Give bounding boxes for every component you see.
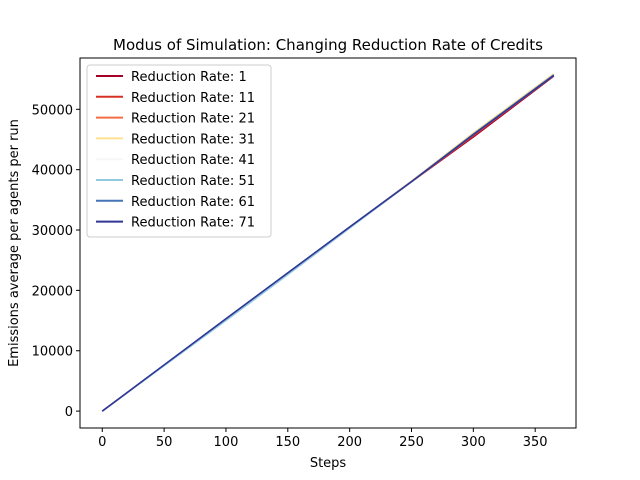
legend-label-5: Reduction Rate: 41 bbox=[131, 153, 255, 168]
series-lines bbox=[101, 73, 555, 412]
x-tick-label: 0 bbox=[98, 435, 106, 450]
y-axis-label: Emissions average per agents per run bbox=[7, 119, 22, 367]
y-tick-label: 0 bbox=[65, 405, 73, 420]
x-tick-label: 150 bbox=[275, 435, 300, 450]
x-tick-label: 50 bbox=[156, 435, 173, 450]
x-axis: 0 50 100 150 200 250 300 350 bbox=[98, 428, 548, 450]
legend-label-7: Reduction Rate: 61 bbox=[131, 195, 255, 210]
legend-label-2: Reduction Rate: 11 bbox=[131, 91, 255, 106]
legend-label-1: Reduction Rate: 1 bbox=[131, 70, 247, 85]
y-tick-label: 40000 bbox=[32, 164, 73, 179]
plot-frame bbox=[79, 57, 577, 429]
y-axis: 0 10000 20000 30000 40000 50000 bbox=[32, 103, 80, 420]
legend-label-6: Reduction Rate: 51 bbox=[131, 174, 255, 189]
y-tick-label: 30000 bbox=[32, 224, 73, 239]
legend-label-4: Reduction Rate: 31 bbox=[131, 132, 255, 147]
legend-box bbox=[86, 64, 272, 238]
y-tick-label: 10000 bbox=[32, 345, 73, 360]
x-axis-label: Steps bbox=[310, 456, 347, 471]
y-tick-label: 20000 bbox=[32, 284, 73, 299]
chart-title: Modus of Simulation: Changing Reduction … bbox=[113, 36, 543, 54]
x-tick-label: 200 bbox=[337, 435, 362, 450]
x-tick-label: 100 bbox=[214, 435, 239, 450]
legend-label-8: Reduction Rate: 71 bbox=[131, 216, 255, 231]
legend: Reduction Rate: 1 Reduction Rate: 11 Reduc… bbox=[86, 64, 272, 238]
y-tick-label: 50000 bbox=[32, 103, 73, 118]
legend-label-3: Reduction Rate: 21 bbox=[131, 112, 255, 127]
x-tick-label: 250 bbox=[399, 435, 424, 450]
x-tick-label: 300 bbox=[461, 435, 486, 450]
series-line-8 bbox=[101, 74, 555, 412]
x-tick-label: 350 bbox=[523, 435, 548, 450]
